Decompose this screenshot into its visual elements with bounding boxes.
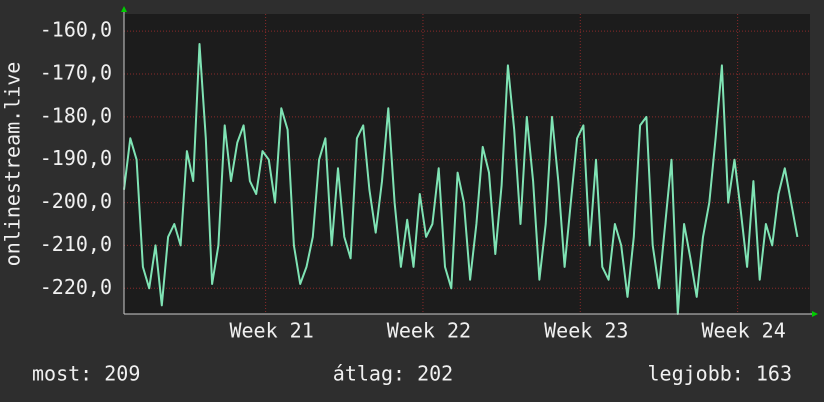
x-tick-label: Week 21 [229, 319, 313, 343]
y-tick-label: -180,0 [40, 103, 112, 127]
x-tick-label: Week 22 [387, 319, 471, 343]
footer-average: átlag: 202 [333, 362, 453, 386]
y-tick-label: -200,0 [40, 189, 112, 213]
series-line [123, 43, 799, 315]
y-tick-label: -190,0 [40, 146, 112, 170]
x-tick-label: Week 23 [544, 319, 628, 343]
plot [123, 43, 799, 315]
y-tick-label: -160,0 [40, 18, 112, 42]
footer-current: most: 209 [32, 362, 140, 386]
y-tick-label: -220,0 [40, 275, 112, 299]
y-tick-label: -210,0 [40, 232, 112, 256]
y-arrow [121, 6, 127, 12]
y-axis-label: onlinestream.live [1, 62, 25, 267]
x-arrow [812, 311, 818, 317]
footer-max: legjobb: 163 [648, 362, 793, 386]
plot-area [124, 14, 810, 314]
grid [124, 14, 810, 314]
x-tick-label: Week 24 [701, 319, 785, 343]
y-tick-label: -170,0 [40, 61, 112, 85]
